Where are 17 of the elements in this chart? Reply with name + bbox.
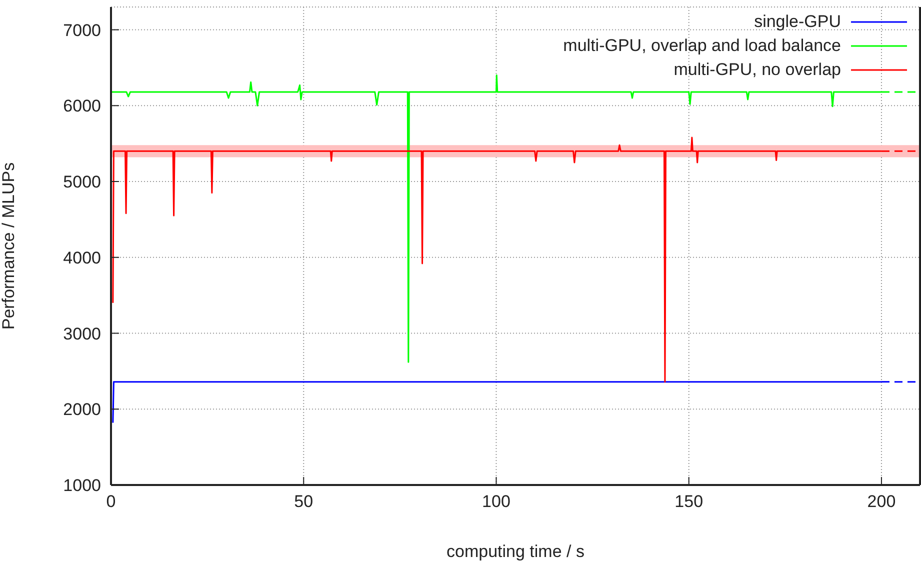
x-tick-label: 200: [867, 492, 896, 512]
y-tick-label: 7000: [63, 20, 101, 40]
x-tick-label: 50: [294, 492, 314, 512]
y-tick-label: 6000: [63, 96, 101, 116]
y-tick-label: 1000: [63, 476, 101, 496]
y-tick-label: 2000: [63, 400, 101, 420]
x-tick-label: 150: [674, 492, 704, 512]
legend-label: single-GPU: [754, 12, 841, 32]
y-tick-label: 3000: [63, 324, 101, 344]
legend-label: multi-GPU, no overlap: [674, 60, 841, 80]
x-axis-title: computing time / s: [446, 542, 584, 561]
y-tick-label: 5000: [63, 172, 101, 192]
y-tick-label: 4000: [63, 248, 101, 268]
x-tick-label: 100: [482, 492, 510, 512]
y-axis-title: Performance / MLUPs: [0, 162, 18, 330]
x-tick-label: 0: [106, 492, 116, 512]
legend-label: multi-GPU, overlap and load balance: [563, 36, 841, 56]
